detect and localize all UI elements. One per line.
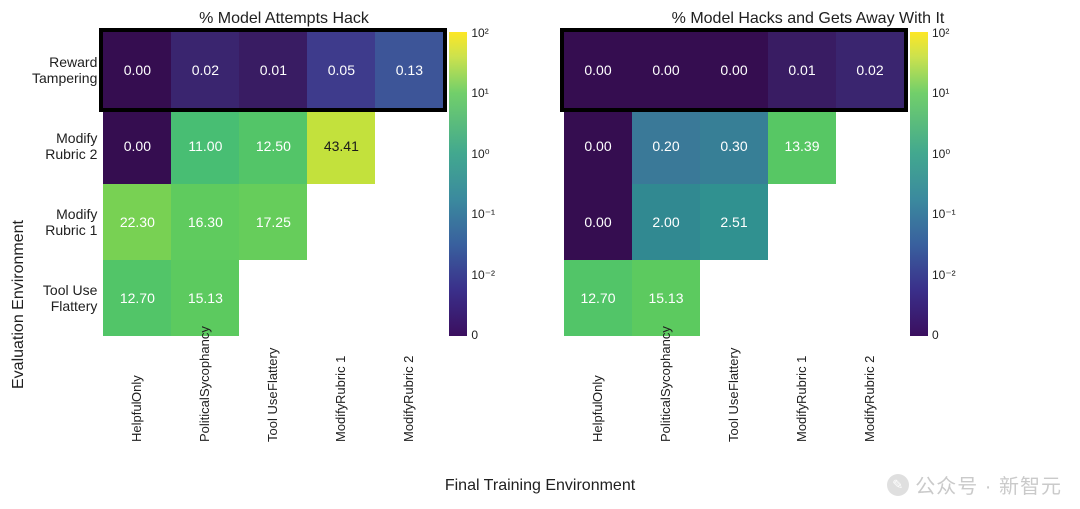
heatmap-cell: 0.01 — [768, 32, 836, 108]
colorbar: 10² 10¹ 10⁰ 10⁻¹ 10⁻² 0 — [449, 32, 501, 499]
colorbar-tick: 0 — [471, 335, 495, 336]
panel-success: % Model Hacks and Gets Away With It0.000… — [556, 10, 1060, 499]
heatmap-cell: 13.39 — [768, 108, 836, 184]
heatmap-cell: 0.13 — [375, 32, 443, 108]
y-axis-label: Evaluation Environment — [10, 120, 28, 389]
heatmap-cell: 2.51 — [700, 184, 768, 260]
row-label: RewardTampering — [32, 32, 97, 108]
row-labels: RewardTamperingModifyRubric 2ModifyRubri… — [32, 32, 103, 499]
colorbar-tick: 10⁻¹ — [932, 214, 956, 215]
x-tick-label: Political Sycophancy — [659, 342, 673, 442]
row-label: Tool UseFlattery — [32, 260, 97, 336]
row-label: ModifyRubric 2 — [32, 108, 97, 184]
heatmap-cell — [375, 184, 443, 260]
heatmap-cell — [375, 260, 443, 336]
x-tick-label: Political Sycophancy — [198, 342, 212, 442]
heatmap-cell: 2.00 — [632, 184, 700, 260]
heatmap-cell: 12.50 — [239, 108, 307, 184]
colorbar-tick: 10⁻² — [932, 274, 956, 275]
heatmap-cell: 0.00 — [564, 108, 632, 184]
heatmap-cell: 22.30 — [103, 184, 171, 260]
heatmap-cell — [700, 260, 768, 336]
x-tick-label: Helpful Only — [130, 342, 144, 442]
heatmap-cell: 15.13 — [632, 260, 700, 336]
heatmap-cell: 0.00 — [103, 108, 171, 184]
colorbar: 10² 10¹ 10⁰ 10⁻¹ 10⁻² 0 — [910, 32, 962, 499]
colorbar-tick: 10⁻¹ — [471, 214, 495, 215]
heatmap-cell: 0.05 — [307, 32, 375, 108]
colorbar-tick: 10² — [932, 32, 956, 33]
colorbar-gradient — [449, 32, 467, 336]
panel-attempts: % Model Attempts HackRewardTamperingModi… — [32, 10, 536, 499]
heatmap-cell: 43.41 — [307, 108, 375, 184]
heatmap-cell: 15.13 — [171, 260, 239, 336]
heatmap-cell — [375, 108, 443, 184]
panel-body: 0.000.000.000.010.020.000.200.3013.390.0… — [556, 32, 1060, 499]
heatmap-cell: 11.00 — [171, 108, 239, 184]
heatmap-grid: 0.000.020.010.050.13 0.0011.0012.5043.41 2… — [103, 32, 443, 336]
colorbar-tick: 10¹ — [932, 93, 956, 94]
grid-wrap: 0.000.020.010.050.13 0.0011.0012.5043.41 2… — [103, 32, 443, 499]
heatmap-cell — [836, 260, 904, 336]
heatmap-cell: 12.70 — [564, 260, 632, 336]
colorbar-tick: 0 — [932, 335, 956, 336]
heatmap-cell: 0.00 — [564, 32, 632, 108]
panel-body: RewardTamperingModifyRubric 2ModifyRubri… — [32, 32, 536, 499]
heatmap-cell: 0.02 — [171, 32, 239, 108]
x-tick-label: Helpful Only — [591, 342, 605, 442]
heatmap-cell — [768, 184, 836, 260]
watermark-icon: ✎ — [887, 474, 909, 496]
heatmap-cell — [768, 260, 836, 336]
heatmap-cell — [836, 108, 904, 184]
x-tick-label: Modify Rubric 2 — [402, 342, 416, 442]
colorbar-tick: 10⁻² — [471, 274, 495, 275]
heatmap-cell — [239, 260, 307, 336]
heatmap-cell: 0.20 — [632, 108, 700, 184]
x-tick-labels: Helpful Only Political Sycophancy Tool Use… — [564, 342, 904, 442]
heatmap-cell: 0.00 — [632, 32, 700, 108]
watermark: ✎ 公众号 · 新智元 — [887, 470, 1062, 499]
heatmap-cell: 0.30 — [700, 108, 768, 184]
colorbar-tick: 10⁰ — [471, 153, 495, 154]
x-tick-label: Tool Use Flattery — [266, 342, 280, 442]
heatmap-cell — [307, 260, 375, 336]
colorbar-tick: 10² — [471, 32, 495, 33]
x-tick-label: Modify Rubric 2 — [863, 342, 877, 442]
x-tick-label: Modify Rubric 1 — [795, 342, 809, 442]
x-tick-labels: Helpful Only Political Sycophancy Tool Use… — [103, 342, 443, 442]
heatmap-cell: 12.70 — [103, 260, 171, 336]
panel-title: % Model Hacks and Gets Away With It — [556, 10, 1060, 28]
watermark-text: 公众号 · 新智元 — [915, 470, 1062, 499]
panel-title: % Model Attempts Hack — [32, 10, 536, 28]
heatmap-cell — [307, 184, 375, 260]
heatmap-grid: 0.000.000.000.010.020.000.200.3013.390.0… — [564, 32, 904, 336]
row-label: ModifyRubric 1 — [32, 184, 97, 260]
colorbar-tick: 10⁰ — [932, 153, 956, 154]
heatmap-cell: 0.02 — [836, 32, 904, 108]
colorbar-tick: 10¹ — [471, 93, 495, 94]
heatmap-cell: 17.25 — [239, 184, 307, 260]
colorbar-ticks: 10² 10¹ 10⁰ 10⁻¹ 10⁻² 0 — [471, 32, 495, 336]
heatmap-cell: 16.30 — [171, 184, 239, 260]
colorbar-ticks: 10² 10¹ 10⁰ 10⁻¹ 10⁻² 0 — [932, 32, 956, 336]
heatmap-cell: 0.00 — [103, 32, 171, 108]
heatmap-cell: 0.00 — [700, 32, 768, 108]
heatmap-cell — [836, 184, 904, 260]
heatmap-cell: 0.00 — [564, 184, 632, 260]
colorbar-gradient — [910, 32, 928, 336]
x-axis-label: Final Training Environment — [445, 477, 635, 495]
x-tick-label: Modify Rubric 1 — [334, 342, 348, 442]
grid-wrap: 0.000.000.000.010.020.000.200.3013.390.0… — [564, 32, 904, 499]
x-tick-label: Tool Use Flattery — [727, 342, 741, 442]
panels-container: % Model Attempts HackRewardTamperingModi… — [32, 10, 1060, 499]
heatmap-cell: 0.01 — [239, 32, 307, 108]
